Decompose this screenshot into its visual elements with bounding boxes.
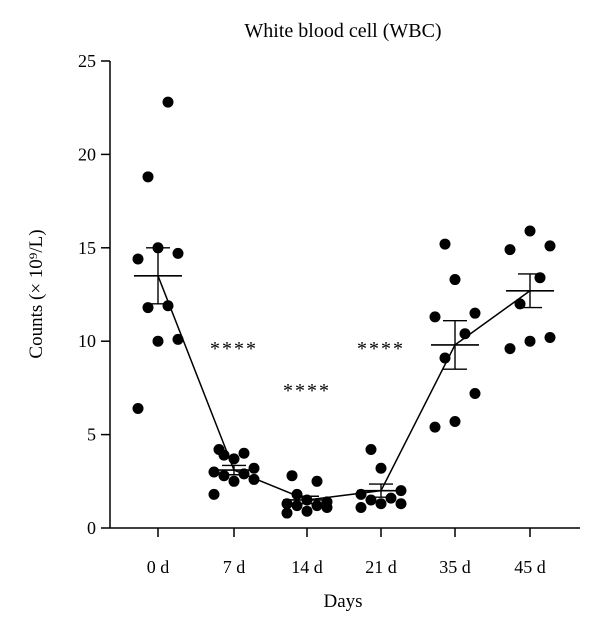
data-point [365,494,377,506]
data-point [469,388,481,400]
data-point [504,244,516,256]
x-tick-label: 21 d [365,557,397,577]
data-point [162,96,174,108]
data-point [172,333,184,345]
series: **** **** **** [132,96,556,519]
significance-label: **** [210,338,258,360]
data-point [281,498,293,510]
data-point [228,475,240,487]
y-tick-label: 10 [78,331,96,351]
data-point [355,488,367,500]
data-point [208,466,220,478]
data-point [311,500,323,512]
x-tick-label: 14 d [291,557,323,577]
axes: 0 5 10 15 20 25 0 d 7 d 14 d 21 d 35 d 45 d [78,51,580,577]
data-point [439,238,451,250]
mean-line [157,275,531,501]
data-point [514,298,526,310]
data-point [375,498,387,510]
data-point [218,470,230,482]
data-point [142,171,154,183]
data-point [286,470,298,482]
data-point [534,272,546,284]
y-tick-label: 5 [87,425,96,445]
data-point [544,240,556,252]
data-point [321,496,333,508]
data-point [429,311,441,323]
data-point [524,225,536,237]
chart-title: White blood cell (WBC) [244,20,441,42]
x-tick-label: 7 d [223,557,246,577]
data-point [142,302,154,314]
data-point [449,274,461,286]
data-point [469,307,481,319]
data-point [365,444,377,456]
data-point [152,335,164,347]
data-point [281,507,293,519]
data-point [449,416,461,428]
data-point [301,505,313,517]
data-point [375,462,387,474]
data-point [208,488,220,500]
x-tick-label: 45 d [514,557,546,577]
significance-label: **** [283,380,331,402]
significance-label: **** [357,338,405,360]
y-tick-label: 25 [78,51,96,71]
data-point [311,475,323,487]
y-tick-label: 20 [78,144,96,164]
x-axis-title: Days [323,591,362,612]
data-point [132,402,144,414]
data-point [238,447,250,459]
y-tick-label: 0 [87,518,96,538]
data-point [395,498,407,510]
y-tick-label: 15 [78,238,96,258]
data-point [291,500,303,512]
data-point [132,253,144,265]
x-tick-label: 0 d [147,557,170,577]
x-tick-label: 35 d [439,557,471,577]
data-point [544,331,556,343]
data-point [355,501,367,513]
data-point [172,247,184,259]
data-point [524,335,536,347]
data-point [385,492,397,504]
data-point [504,343,516,355]
data-point [429,421,441,433]
data-point [248,462,260,474]
data-point [213,444,225,456]
y-axis-title: Counts (× 10⁹/L) [26,229,47,358]
